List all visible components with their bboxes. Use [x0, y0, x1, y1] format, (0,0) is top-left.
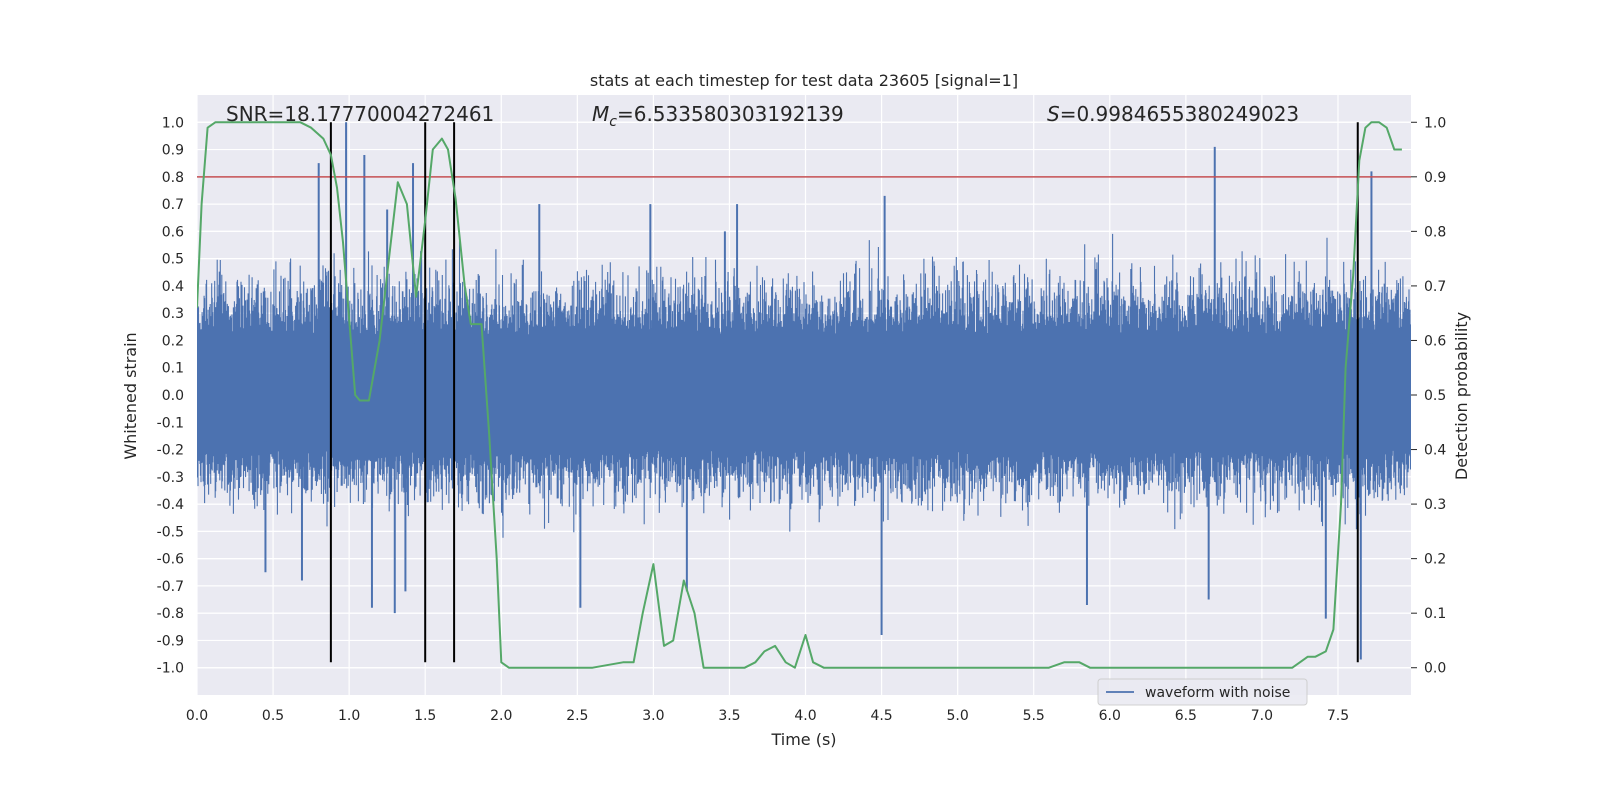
- chart-title: stats at each timestep for test data 236…: [590, 71, 1018, 90]
- x-tick-label: 0.5: [262, 708, 284, 724]
- x-tick-label: 3.5: [718, 708, 740, 724]
- y-left-tick-label: 0.0: [162, 388, 184, 404]
- x-tick-label: 4.0: [794, 708, 816, 724]
- y-right-tick-label: 1.0: [1424, 115, 1446, 131]
- x-tick-label: 5.0: [947, 708, 969, 724]
- noise-dense-band: [197, 343, 1411, 442]
- y-left-axis-ticks: 1.0 0.9 0.8 0.7 0.6 0.5 0.4 0.3 0.2 0.1 0.0 -0.1 -0.…: [157, 115, 184, 676]
- x-tick-label: 7.0: [1251, 708, 1273, 724]
- legend-box: [1097, 678, 1308, 706]
- y-left-axis-label: Whitened strain: [121, 332, 140, 459]
- x-tick-label: 7.5: [1327, 708, 1349, 724]
- y-left-tick-label: -0.7: [157, 579, 184, 595]
- chirp-mass-symbol: M: [592, 102, 609, 126]
- detection-probability-line: [197, 121, 1402, 669]
- y-right-axis-ticks: 1.0 0.9 0.8 0.7 0.6 0.5 0.4 0.3 0.2 0.1 0.0: [1411, 115, 1446, 677]
- score-annotation: S=0.9984655380249023: [1047, 102, 1299, 126]
- y-left-tick-label: -0.4: [157, 497, 184, 513]
- y-left-tick-label: 0.1: [162, 361, 184, 377]
- y-right-tick-label: 0.1: [1424, 606, 1446, 622]
- y-left-tick-label: 0.8: [162, 170, 184, 186]
- x-tick-label: 3.0: [642, 708, 664, 724]
- y-right-tick-label: 0.2: [1424, 552, 1446, 568]
- x-tick-label: 2.5: [566, 708, 588, 724]
- y-left-tick-label: 0.7: [162, 197, 184, 213]
- x-axis-label: Time (s): [770, 730, 836, 749]
- y-right-tick-label: 0.5: [1424, 388, 1446, 404]
- y-left-tick-label: -0.9: [157, 633, 184, 649]
- y-right-axis-label: Detection probability: [1452, 312, 1471, 480]
- waveform-with-noise-series: [197, 122, 1411, 660]
- y-left-tick-label: 0.9: [162, 143, 184, 159]
- x-tick-label: 4.5: [870, 708, 892, 724]
- chirp-mass-subscript: c: [609, 114, 617, 130]
- legend-label-waveform: waveform with noise: [1145, 685, 1290, 701]
- y-left-tick-label: 0.4: [162, 279, 184, 295]
- y-right-tick-label: 0.6: [1424, 333, 1446, 349]
- y-right-tick-label: 0.0: [1424, 661, 1446, 677]
- y-left-tick-label: -0.6: [157, 552, 184, 568]
- legend: waveform with noise: [1097, 678, 1308, 706]
- y-left-tick-label: -0.8: [157, 606, 184, 622]
- y-right-tick-label: 0.9: [1424, 170, 1446, 186]
- y-right-tick-label: 0.7: [1424, 279, 1446, 295]
- chirp-mass-annotation: Mc=6.533580303192139: [592, 102, 844, 130]
- y-left-tick-label: 0.5: [162, 252, 184, 268]
- x-tick-label: 6.5: [1175, 708, 1197, 724]
- x-tick-label: 5.5: [1023, 708, 1045, 724]
- y-left-tick-label: -1.0: [157, 661, 184, 677]
- y-left-tick-label: 0.2: [162, 333, 184, 349]
- snr-annotation: SNR=18.17770004272461: [226, 102, 494, 126]
- y-left-tick-label: 0.6: [162, 224, 184, 240]
- y-left-tick-label: 0.3: [162, 306, 184, 322]
- detection-probability-series: [197, 121, 1402, 669]
- y-left-tick-label: -0.5: [157, 524, 184, 540]
- x-tick-label: 2.0: [490, 708, 512, 724]
- x-tick-label: 1.5: [414, 708, 436, 724]
- score-value: =0.9984655380249023: [1060, 102, 1299, 126]
- chirp-mass-value: =6.533580303192139: [617, 102, 844, 126]
- y-right-tick-label: 0.4: [1424, 443, 1446, 459]
- y-left-tick-label: -0.2: [157, 443, 184, 459]
- y-left-tick-label: -0.3: [157, 470, 184, 486]
- y-left-tick-label: -0.1: [157, 415, 184, 431]
- y-right-tick-label: 0.3: [1424, 497, 1446, 513]
- x-axis-ticks: 0.0 0.5 1.0 1.5 2.0 2.5 3.0 3.5 4.0 4.5 5.0 5.5 6.0 6…: [186, 708, 1349, 724]
- x-tick-label: 0.0: [186, 708, 208, 724]
- y-left-tick-label: 1.0: [162, 115, 184, 131]
- x-tick-label: 6.0: [1099, 708, 1121, 724]
- y-right-tick-label: 0.8: [1424, 224, 1446, 240]
- x-tick-label: 1.0: [338, 708, 360, 724]
- score-symbol: S: [1047, 102, 1060, 126]
